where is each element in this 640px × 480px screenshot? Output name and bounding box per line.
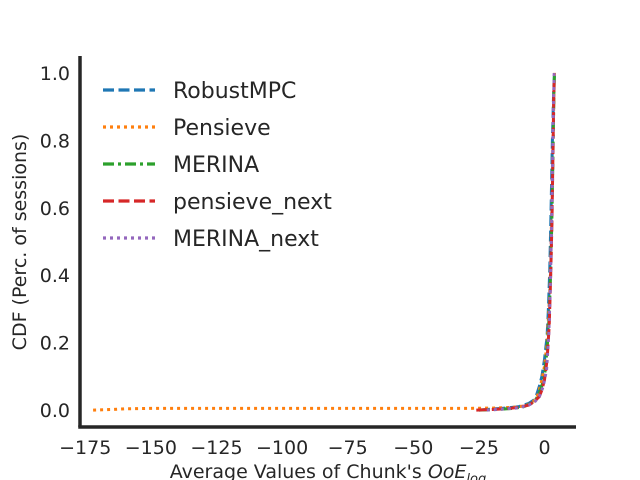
x-tick-label: −125 <box>190 437 242 459</box>
y-tick-label: 0.4 <box>40 265 70 287</box>
x-tick-label: −25 <box>459 437 499 459</box>
legend: RobustMPC Pensieve MERINA pensieve_next MERI… <box>103 79 332 252</box>
y-tick-label: 0.0 <box>40 400 70 422</box>
x-axis-label-subscript: log <box>466 472 486 480</box>
series-line-pensieve <box>93 72 556 412</box>
legend-label: RobustMPC <box>173 79 296 104</box>
x-axis-label-text: Average Values of Chunk's <box>170 461 428 480</box>
x-tick-label: −50 <box>393 437 433 459</box>
x-tick-label: −100 <box>256 437 308 459</box>
y-axis-label: CDF (Perc. of sessions) <box>9 134 31 351</box>
x-tick-label: −175 <box>59 437 111 459</box>
series-line-pensieve-next <box>476 79 556 412</box>
legend-label: MERINA <box>173 153 259 178</box>
legend-label: Pensieve <box>173 116 271 141</box>
x-tick-label: −75 <box>328 437 368 459</box>
series-layer <box>93 72 556 412</box>
x-tick-label: −150 <box>125 437 177 459</box>
y-tick-label: 0.2 <box>40 333 70 355</box>
x-tick-label: 0 <box>538 437 550 459</box>
legend-label: MERINA_next <box>173 227 319 252</box>
x-axis-label-math: OoE <box>428 461 467 480</box>
legend-label: pensieve_next <box>173 190 332 215</box>
x-axis-label: Average Values of Chunk's OoElog <box>170 461 487 480</box>
x-ticks: −175 −150 −125 −100 −75 −50 −25 0 <box>59 437 550 459</box>
y-tick-label: 1.0 <box>40 63 70 85</box>
y-tick-label: 0.6 <box>40 198 70 220</box>
y-ticks: 0.0 0.2 0.4 0.6 0.8 1.0 <box>40 63 70 422</box>
y-tick-label: 0.8 <box>40 130 70 152</box>
series-line-merina-next <box>486 72 556 412</box>
series-line-robustmpc <box>478 72 556 412</box>
